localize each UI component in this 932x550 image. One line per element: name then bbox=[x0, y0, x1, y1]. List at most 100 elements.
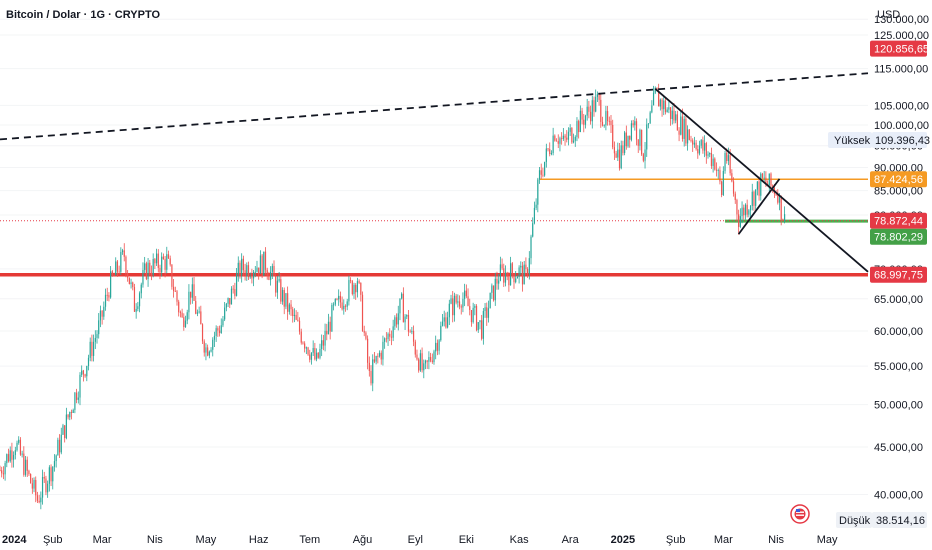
candle-body bbox=[601, 121, 604, 126]
candle-body bbox=[191, 284, 193, 298]
candle-body bbox=[208, 351, 210, 356]
candle-body bbox=[290, 304, 292, 310]
candle-body bbox=[79, 374, 81, 398]
candle-body bbox=[751, 191, 753, 207]
candle-body bbox=[663, 100, 665, 110]
trend-rising-wedge-line[interactable] bbox=[737, 178, 781, 235]
candle-body bbox=[89, 341, 91, 358]
price-badge-label: 68.997,75 bbox=[874, 270, 923, 282]
candle-body bbox=[110, 271, 112, 298]
trend-upper-trend-dashed[interactable] bbox=[0, 72, 869, 141]
candle-body bbox=[251, 276, 253, 279]
candle-body bbox=[229, 298, 231, 305]
candle-body bbox=[465, 290, 467, 297]
candle-body bbox=[472, 307, 474, 323]
candle-body bbox=[690, 139, 692, 141]
candle-body bbox=[276, 280, 279, 293]
candle-body bbox=[332, 304, 335, 306]
candle-body bbox=[315, 352, 318, 360]
candle-body bbox=[675, 114, 677, 121]
currency-label[interactable]: USD bbox=[877, 9, 900, 21]
candle-body bbox=[448, 303, 450, 318]
y-tick-label: 45.000,00 bbox=[874, 442, 923, 454]
time-axis[interactable]: 2024 Şub Mar Nis May Haz Tem Ağu Eyl Eki Kas Ara 202… bbox=[2, 534, 838, 546]
candle-body bbox=[607, 111, 609, 121]
candle-body bbox=[661, 99, 663, 110]
candle-body bbox=[118, 271, 120, 273]
candle-body bbox=[652, 92, 655, 106]
high-label-group: Yüksek 109.396,43 bbox=[828, 132, 930, 148]
candle-body bbox=[453, 295, 456, 316]
candle-body bbox=[523, 264, 525, 285]
candle-body bbox=[513, 273, 515, 283]
candle-body bbox=[132, 282, 134, 288]
candle-body bbox=[45, 478, 47, 493]
price-badge bbox=[870, 171, 927, 188]
candle-body bbox=[627, 135, 629, 147]
candle-body bbox=[404, 316, 406, 323]
candle-body bbox=[520, 265, 522, 268]
candle-body bbox=[509, 263, 512, 286]
candle-body bbox=[469, 306, 471, 310]
candle-body bbox=[184, 320, 187, 328]
candle-body bbox=[38, 500, 40, 503]
candle-body bbox=[181, 312, 183, 318]
candle-body bbox=[588, 106, 590, 112]
candle-body bbox=[186, 312, 188, 321]
candle-body bbox=[212, 339, 214, 350]
candle-body bbox=[275, 276, 277, 293]
trend-descending-trend[interactable] bbox=[654, 88, 869, 273]
candle-body bbox=[77, 397, 79, 400]
candle-body bbox=[297, 319, 299, 321]
candle-body bbox=[239, 262, 241, 276]
price-badges: 120.856,65 87.424,56 78.872,44 78.802,29 68.… bbox=[870, 40, 929, 283]
candle-body bbox=[241, 258, 243, 276]
candle-body bbox=[149, 262, 151, 273]
candle-body bbox=[353, 284, 355, 295]
candle-body bbox=[540, 170, 542, 175]
candle-body bbox=[487, 308, 490, 318]
candle-body bbox=[458, 301, 461, 307]
candle-body bbox=[464, 290, 466, 299]
candle-body bbox=[630, 123, 633, 140]
candle-body bbox=[193, 284, 195, 301]
candle-body bbox=[358, 281, 360, 283]
candle-body bbox=[52, 466, 54, 482]
candle-body bbox=[753, 191, 755, 206]
candle-body bbox=[152, 259, 154, 276]
candle-body bbox=[271, 266, 273, 272]
candle-body bbox=[106, 294, 108, 296]
candle-body bbox=[603, 125, 605, 127]
price-badge bbox=[870, 266, 927, 283]
candle-body bbox=[596, 94, 598, 97]
candle-body bbox=[382, 341, 384, 360]
flag-icon[interactable] bbox=[790, 504, 810, 524]
candle-body bbox=[748, 210, 750, 215]
candle-body bbox=[576, 121, 578, 137]
x-tick-label: May bbox=[817, 534, 838, 546]
candle-body bbox=[578, 121, 580, 133]
candle-body bbox=[680, 116, 682, 135]
candle-body bbox=[157, 253, 159, 268]
candle-body bbox=[351, 280, 353, 295]
candle-body bbox=[252, 271, 255, 279]
x-tick-label: Mar bbox=[93, 534, 112, 546]
candle-body bbox=[230, 288, 233, 305]
candle-body bbox=[242, 258, 244, 271]
candle-body bbox=[69, 412, 71, 418]
candle-body bbox=[392, 326, 394, 338]
candle-body bbox=[676, 114, 678, 131]
candle-body bbox=[213, 335, 216, 340]
candle-body bbox=[744, 204, 747, 216]
y-tick-label: 50.000,00 bbox=[874, 400, 923, 412]
candle-body bbox=[310, 352, 313, 360]
candle-body bbox=[127, 273, 129, 278]
candle-body bbox=[18, 439, 20, 443]
candle-body bbox=[329, 321, 331, 332]
candle-body bbox=[516, 276, 518, 279]
candle-body bbox=[760, 173, 762, 196]
candle-body bbox=[738, 214, 740, 227]
candle-body bbox=[338, 295, 340, 300]
candle-body bbox=[719, 170, 721, 182]
